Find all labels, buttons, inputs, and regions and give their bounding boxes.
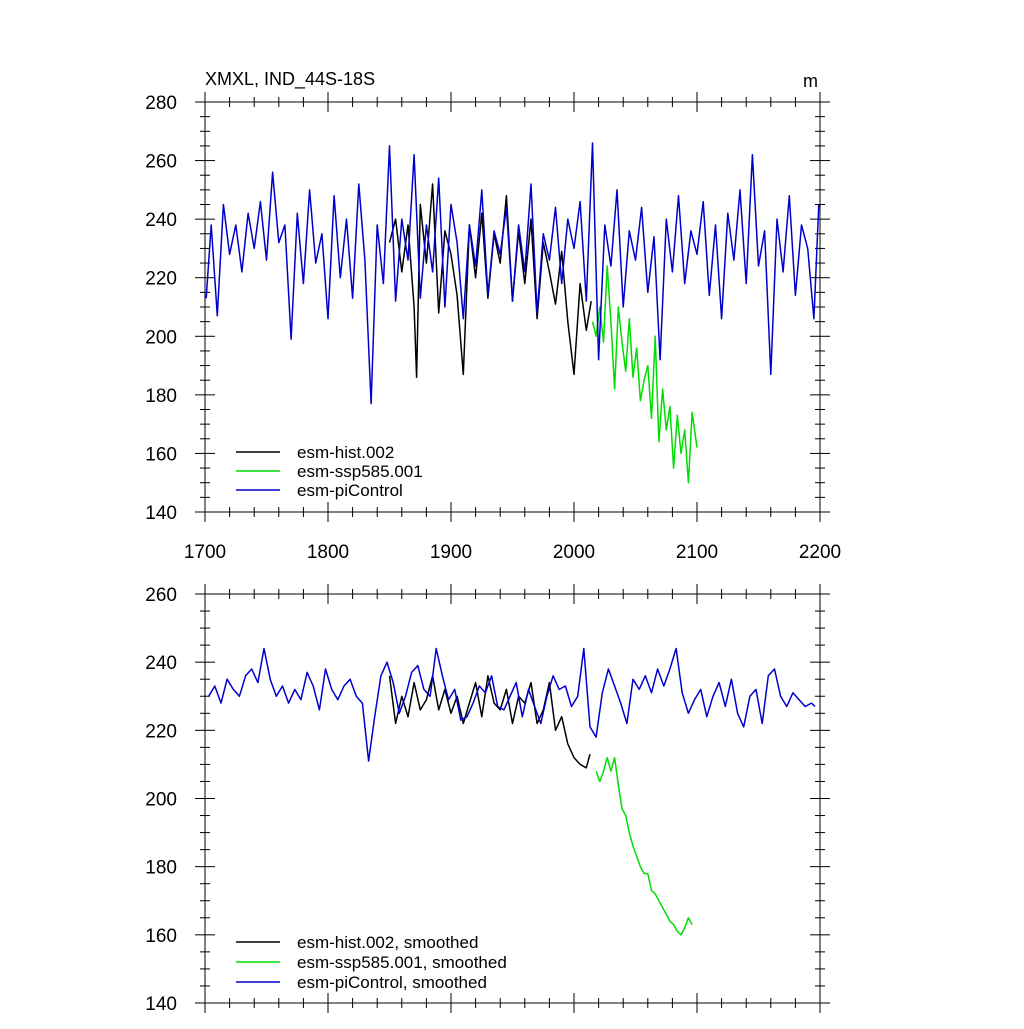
x-tick-label: 2200 (799, 542, 841, 563)
y-tick-label: 220 (145, 269, 177, 290)
x-tick-label: 1900 (430, 542, 472, 563)
y-tick-label: 260 (145, 152, 177, 173)
legend-label: esm-hist.002 (297, 443, 394, 462)
y-tick-label: 240 (145, 653, 177, 674)
bottom-panel: 140 160 180 200 220 240 260 esm-hist.002, smoot… (145, 584, 830, 1015)
series-line-3 (208, 647, 816, 762)
chart-title: XMXL, IND_44S-18S (205, 69, 375, 90)
x-tick-label: 2000 (553, 542, 595, 563)
y-tick-label: 220 (145, 721, 177, 742)
x-tick-label: 1700 (184, 542, 226, 563)
legend-label: esm-piControl (297, 481, 403, 500)
legend-label: esm-ssp585.001 (297, 462, 423, 481)
x-tick-label: 1800 (307, 542, 349, 563)
y-tick-label: 280 (145, 93, 177, 114)
legend-label: esm-piControl, smoothed (297, 973, 487, 992)
series-line-1 (388, 675, 591, 769)
y-tick-label: 160 (145, 926, 177, 947)
series-line-3 (205, 142, 820, 405)
y-tick-label: 140 (145, 994, 177, 1015)
y-tick-label: 160 (145, 444, 177, 465)
series-line-2 (591, 265, 698, 484)
x-tick-label: 2100 (676, 542, 718, 563)
legend-label: esm-hist.002, smoothed (297, 933, 478, 952)
y-tick-label: 180 (145, 858, 177, 879)
y-tick-label: 200 (145, 327, 177, 348)
y-tick-label: 180 (145, 386, 177, 407)
y-tick-label: 260 (145, 585, 177, 606)
top-panel: 140 160 180 200 220 240 260 280 1700 1800 1900 2000… (145, 69, 841, 563)
units-label: m (803, 71, 818, 91)
y-tick-label: 140 (145, 503, 177, 524)
series-line-2 (595, 756, 693, 936)
y-tick-label: 200 (145, 790, 177, 811)
legend-label: esm-ssp585.001, smoothed (297, 953, 507, 972)
y-tick-label: 240 (145, 210, 177, 231)
